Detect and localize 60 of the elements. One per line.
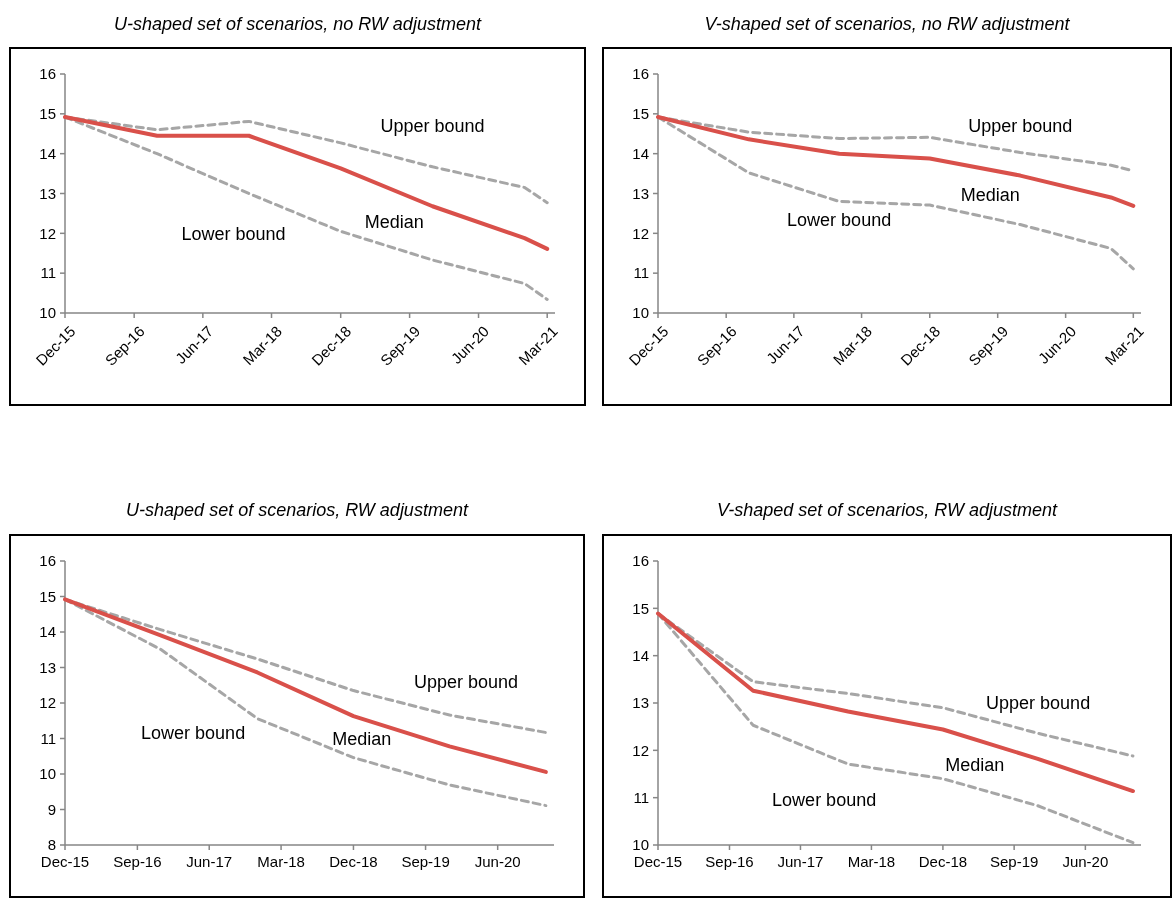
y-tick-label: 14 bbox=[39, 144, 56, 162]
y-tick-label: 14 bbox=[632, 144, 649, 162]
x-tick-label: Sep-19 bbox=[401, 853, 450, 870]
y-tick-label: 16 bbox=[39, 65, 56, 83]
y-tick-label: 10 bbox=[39, 765, 56, 783]
series-label: Upper bound bbox=[968, 116, 1073, 137]
y-tick-label: 11 bbox=[633, 788, 649, 806]
y-tick-label: 10 bbox=[632, 836, 649, 854]
chart-title: V-shaped set of scenarios, no RW adjustment bbox=[704, 14, 1071, 34]
chart-title: U-shaped set of scenarios, no RW adjustment bbox=[114, 14, 482, 34]
x-tick-label: Dec-18 bbox=[918, 853, 968, 870]
x-tick-label: Sep-16 bbox=[113, 853, 162, 870]
y-tick-label: 11 bbox=[633, 264, 649, 282]
y-tick-label: 10 bbox=[632, 304, 649, 322]
y-tick-label: 15 bbox=[39, 105, 56, 123]
y-tick-label: 15 bbox=[632, 105, 649, 123]
y-tick-label: 15 bbox=[632, 599, 649, 617]
series-label: Upper bound bbox=[413, 672, 519, 692]
y-tick-label: 12 bbox=[632, 741, 649, 759]
series-label: Lower bound bbox=[181, 223, 286, 244]
series-label: Median bbox=[960, 185, 1020, 205]
x-tick-label: Dec-18 bbox=[329, 853, 378, 870]
y-tick-label: 16 bbox=[632, 65, 649, 83]
x-tick-label: Jun-17 bbox=[777, 853, 824, 870]
y-tick-label: 11 bbox=[40, 729, 56, 747]
y-tick-label: 12 bbox=[39, 224, 56, 242]
series-label: Median bbox=[332, 728, 392, 749]
x-tick-label: Jun-20 bbox=[474, 853, 521, 870]
y-tick-label: 13 bbox=[39, 184, 56, 202]
y-tick-label: 15 bbox=[39, 587, 56, 605]
series-label: Lower bound bbox=[787, 210, 892, 231]
y-tick-label: 16 bbox=[39, 552, 56, 570]
series-label: Median bbox=[945, 754, 1005, 775]
y-tick-label: 11 bbox=[40, 264, 56, 282]
y-tick-label: 10 bbox=[39, 304, 56, 322]
series-label: Median bbox=[364, 211, 424, 232]
series-label: Upper bound bbox=[380, 116, 485, 137]
x-tick-label: Sep-19 bbox=[989, 853, 1039, 870]
y-tick-label: 16 bbox=[632, 552, 649, 570]
x-tick-label: Mar-18 bbox=[257, 853, 305, 870]
x-tick-label: Jun-20 bbox=[1062, 853, 1109, 870]
x-tick-label: Mar-18 bbox=[847, 853, 896, 870]
chart-title: V-shaped set of scenarios, RW adjustment bbox=[716, 500, 1059, 520]
series-label: Lower bound bbox=[772, 790, 877, 811]
x-tick-label: Dec-15 bbox=[633, 853, 683, 870]
y-tick-label: 14 bbox=[39, 623, 56, 641]
x-tick-label: Jun-17 bbox=[186, 853, 233, 870]
y-tick-label: 12 bbox=[39, 694, 56, 712]
y-tick-label: 12 bbox=[632, 224, 649, 242]
y-tick-label: 9 bbox=[47, 800, 56, 818]
y-tick-label: 13 bbox=[632, 694, 649, 712]
y-tick-label: 13 bbox=[39, 658, 56, 676]
y-tick-label: 14 bbox=[632, 646, 649, 664]
y-tick-label: 13 bbox=[632, 184, 649, 202]
series-label: Upper bound bbox=[986, 693, 1091, 714]
chart-title: U-shaped set of scenarios, RW adjustment bbox=[126, 500, 469, 520]
x-tick-label: Dec-15 bbox=[40, 853, 90, 870]
y-tick-label: 8 bbox=[47, 836, 56, 854]
x-tick-label: Sep-16 bbox=[705, 853, 754, 870]
series-label: Lower bound bbox=[141, 723, 246, 744]
